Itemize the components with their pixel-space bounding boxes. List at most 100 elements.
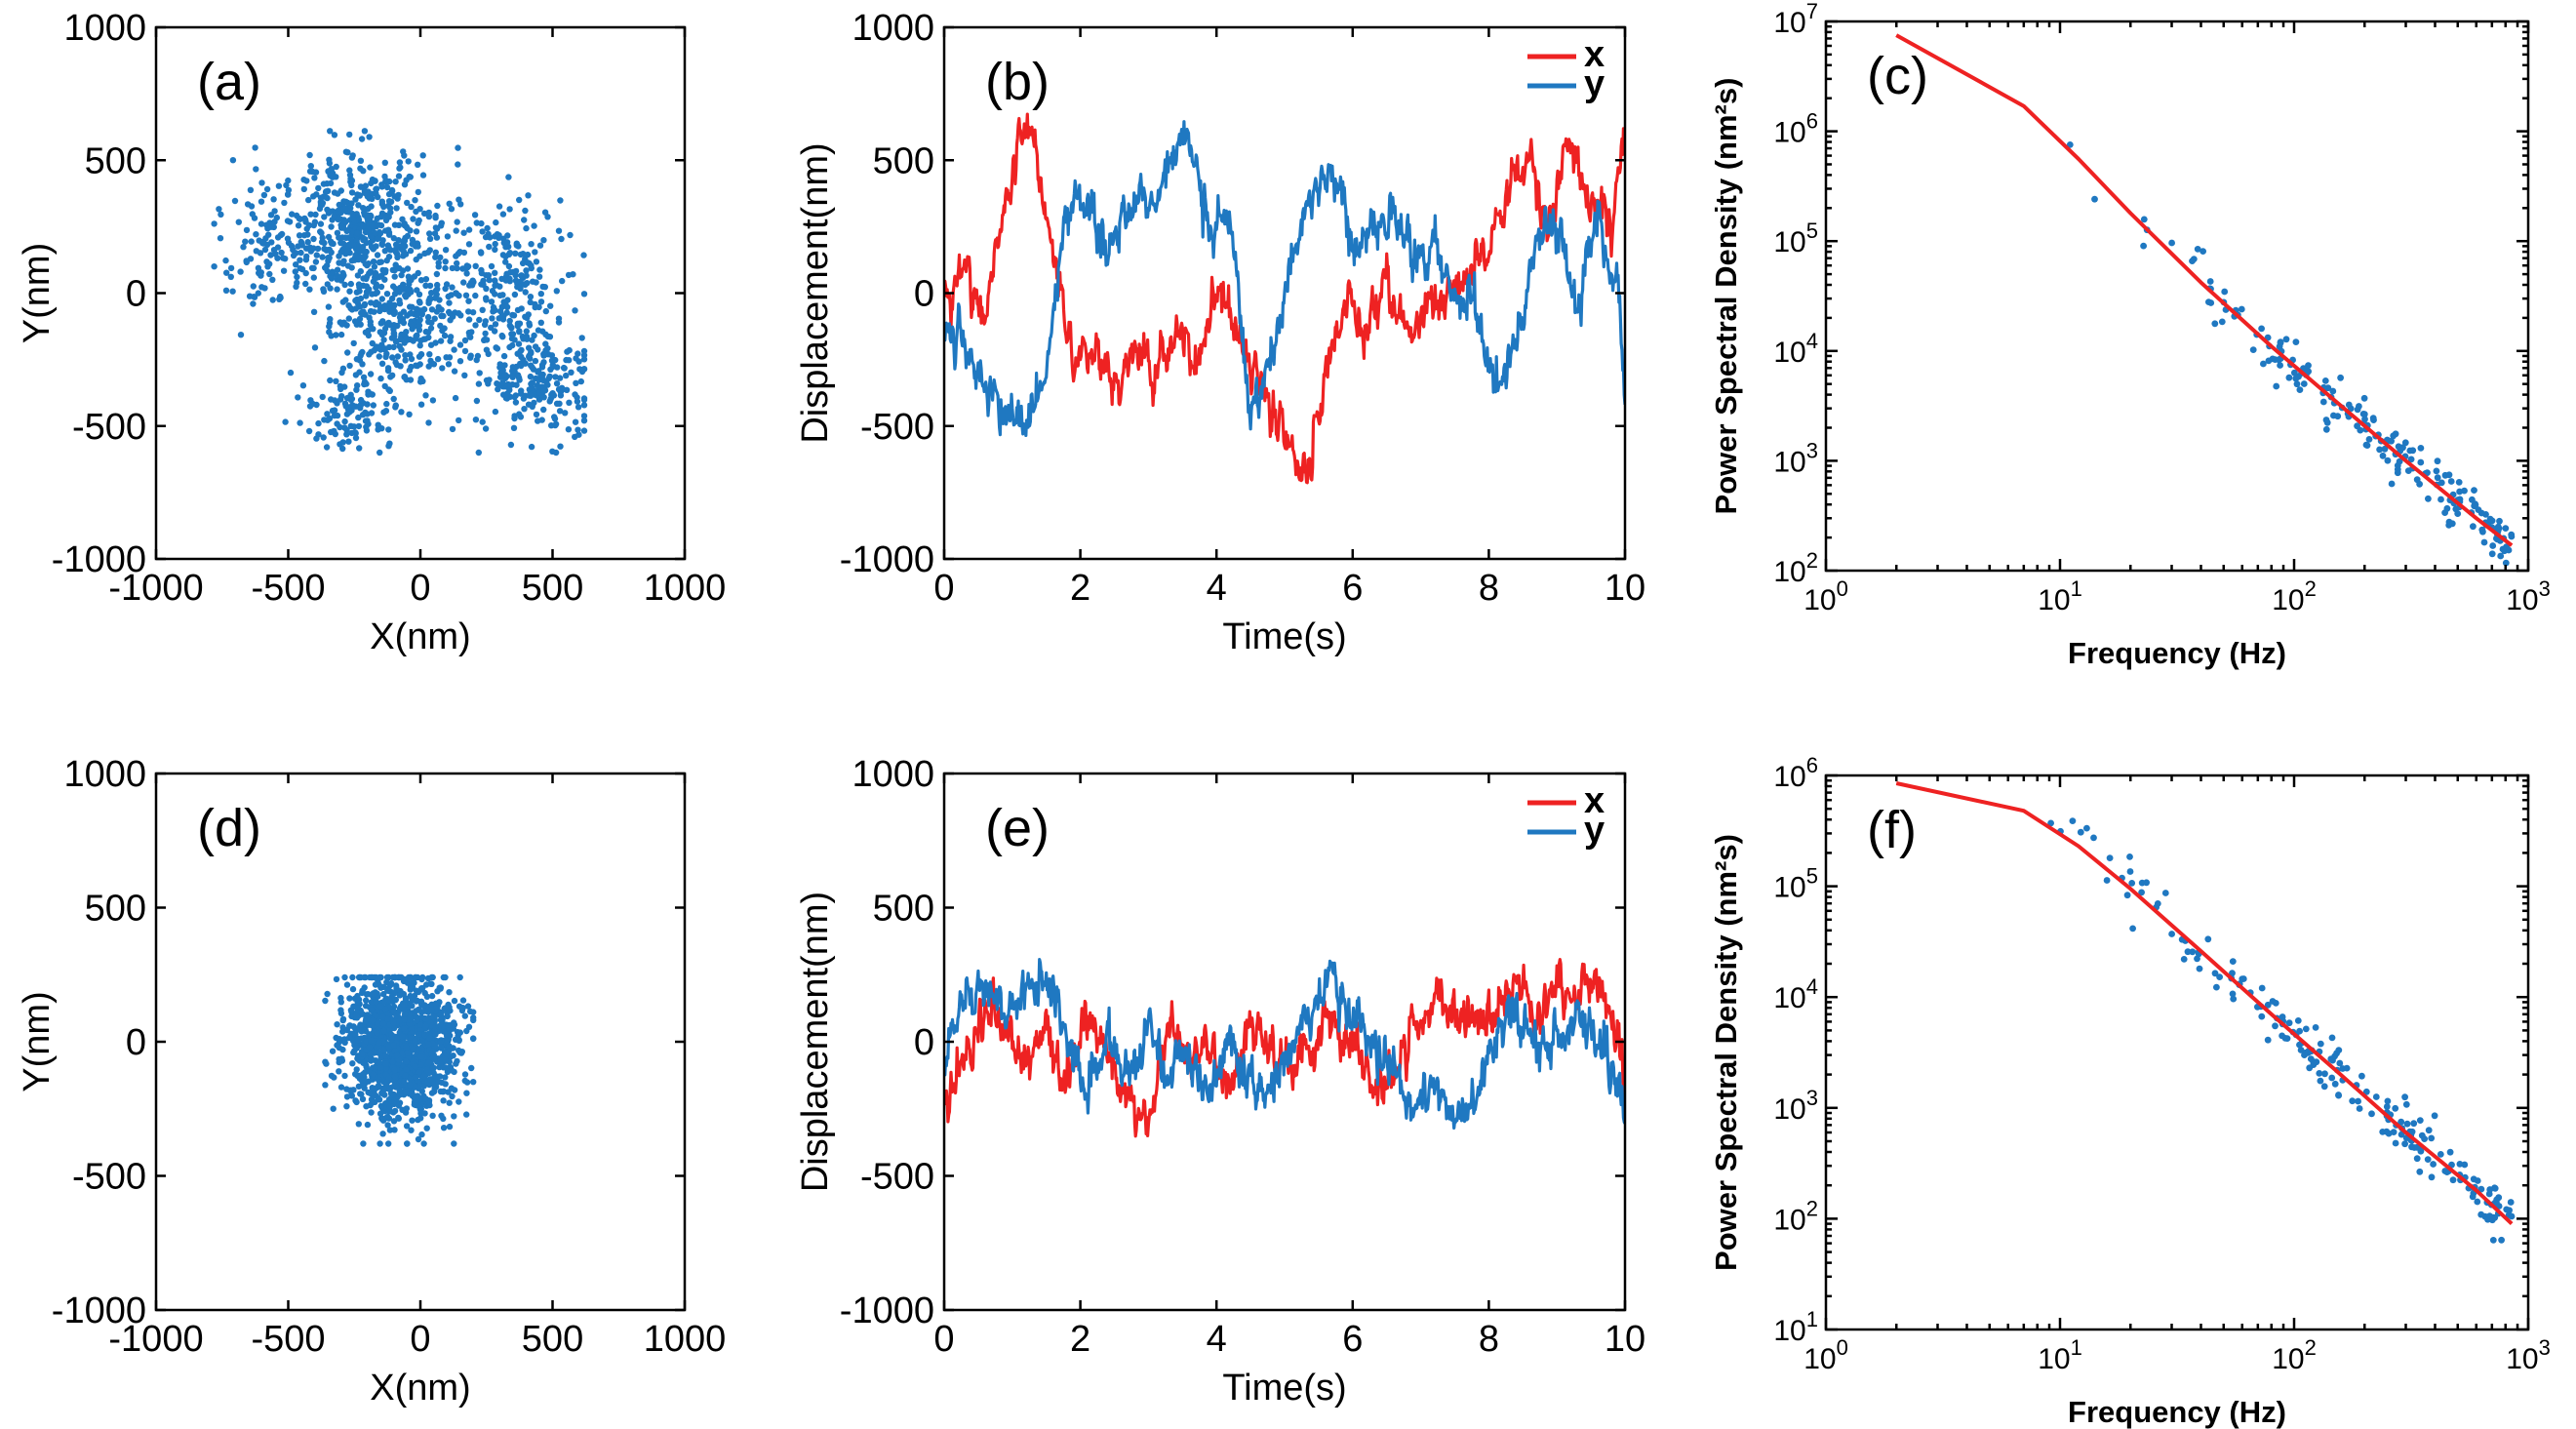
scatter-point xyxy=(317,220,325,227)
scatter-point xyxy=(359,1051,366,1057)
scatter-point xyxy=(411,1083,418,1090)
scatter-point xyxy=(2445,471,2453,479)
scatter-point xyxy=(346,172,354,179)
scatter-point xyxy=(388,1031,395,1038)
scatter-point xyxy=(416,1031,422,1038)
scatter-point xyxy=(401,181,409,188)
scatter-point xyxy=(434,355,442,363)
scatter-point xyxy=(529,379,535,386)
scatter-point xyxy=(371,1092,378,1098)
scatter-point xyxy=(2505,546,2513,554)
y-tick-label: 1000 xyxy=(852,754,934,795)
scatter-point xyxy=(369,176,376,183)
scatter-point xyxy=(403,1089,410,1095)
x-tick-label: 8 xyxy=(1479,568,1499,609)
scatter-point xyxy=(486,276,493,284)
scatter-point xyxy=(350,1087,357,1093)
scatter-point xyxy=(337,331,345,338)
scatter-point xyxy=(440,1064,448,1071)
scatter-point xyxy=(451,1140,457,1147)
scatter-point xyxy=(427,1076,434,1083)
scatter-point xyxy=(391,1107,399,1115)
scatter-point xyxy=(400,308,408,315)
scatter-point xyxy=(2295,373,2302,380)
scatter-point xyxy=(456,358,464,365)
scatter-point xyxy=(512,392,519,399)
scatter-point xyxy=(516,329,523,336)
scatter-point xyxy=(337,1084,345,1091)
scatter-point xyxy=(2379,1129,2387,1135)
scatter-point xyxy=(355,422,363,430)
scatter-point xyxy=(416,327,423,334)
scatter-point xyxy=(461,1077,468,1085)
scatter-point xyxy=(343,981,351,988)
y-axis-label: Displacement(nm) xyxy=(795,892,836,1192)
scatter-point xyxy=(2336,1059,2344,1067)
scatter-point xyxy=(518,387,525,394)
scatter-point xyxy=(429,397,437,404)
scatter-point xyxy=(413,1098,419,1106)
scatter-point xyxy=(326,208,334,215)
scatter-point xyxy=(2356,1105,2363,1112)
scatter-point xyxy=(336,1068,342,1075)
scatter-point xyxy=(411,273,418,280)
scatter-point xyxy=(429,1022,436,1029)
scatter-point xyxy=(2486,1212,2493,1219)
scatter-point xyxy=(557,197,564,204)
scatter-point xyxy=(412,1037,418,1044)
scatter-point xyxy=(347,280,354,288)
scatter-point xyxy=(473,397,481,405)
scatter-point xyxy=(2293,380,2301,388)
scatter-point xyxy=(2361,416,2368,423)
scatter-point xyxy=(2502,525,2510,532)
scatter-point xyxy=(403,1066,410,1073)
scatter-point xyxy=(456,249,463,256)
scatter-point xyxy=(572,418,579,425)
scatter-point xyxy=(2474,1198,2481,1206)
y-tick-label: 105 xyxy=(1773,218,1818,258)
scatter-point xyxy=(352,403,359,410)
scatter-point xyxy=(350,339,357,347)
scatter-point xyxy=(381,276,388,283)
scatter-point xyxy=(383,183,391,191)
scatter-point xyxy=(324,990,331,998)
scatter-point xyxy=(468,282,476,289)
scatter-point xyxy=(2416,1168,2424,1175)
scatter-point xyxy=(416,353,423,360)
scatter-point xyxy=(252,144,258,151)
scatter-point xyxy=(495,385,501,393)
scatter-point xyxy=(2140,216,2148,223)
y-tick-label: 0 xyxy=(126,274,146,315)
scatter-point xyxy=(482,330,489,337)
scatter-point xyxy=(422,328,429,336)
scatter-point xyxy=(364,1121,372,1129)
scatter-point xyxy=(456,973,463,981)
scatter-point xyxy=(316,205,324,213)
scatter-point xyxy=(422,392,429,399)
x-tick-label: 101 xyxy=(2038,1335,2082,1375)
scatter-point xyxy=(369,1085,376,1092)
scatter-point xyxy=(376,1096,383,1103)
scatter-point xyxy=(308,264,316,271)
scatter-point xyxy=(334,266,341,273)
scatter-point xyxy=(552,374,559,380)
x-axis-label: X(nm) xyxy=(370,1368,470,1409)
x-tick-label: 102 xyxy=(2272,1335,2317,1375)
scatter-point xyxy=(388,993,395,1001)
x-tick-label: 101 xyxy=(2038,576,2082,616)
scatter-point xyxy=(321,357,328,365)
scatter-point xyxy=(266,270,273,278)
scatter-point xyxy=(285,186,293,194)
scatter-point xyxy=(349,152,356,159)
scatter-point xyxy=(339,445,346,453)
scatter-point xyxy=(2307,1055,2315,1062)
scatter-point xyxy=(382,1060,389,1067)
scatter-point xyxy=(390,395,397,403)
scatter-point xyxy=(2354,422,2361,430)
scatter-point xyxy=(333,975,340,983)
scatter-point xyxy=(344,349,351,356)
scatter-point xyxy=(544,345,551,352)
y-tick-label: -500 xyxy=(860,1157,934,1198)
scatter-point xyxy=(2329,387,2337,395)
scatter-point xyxy=(528,264,535,272)
